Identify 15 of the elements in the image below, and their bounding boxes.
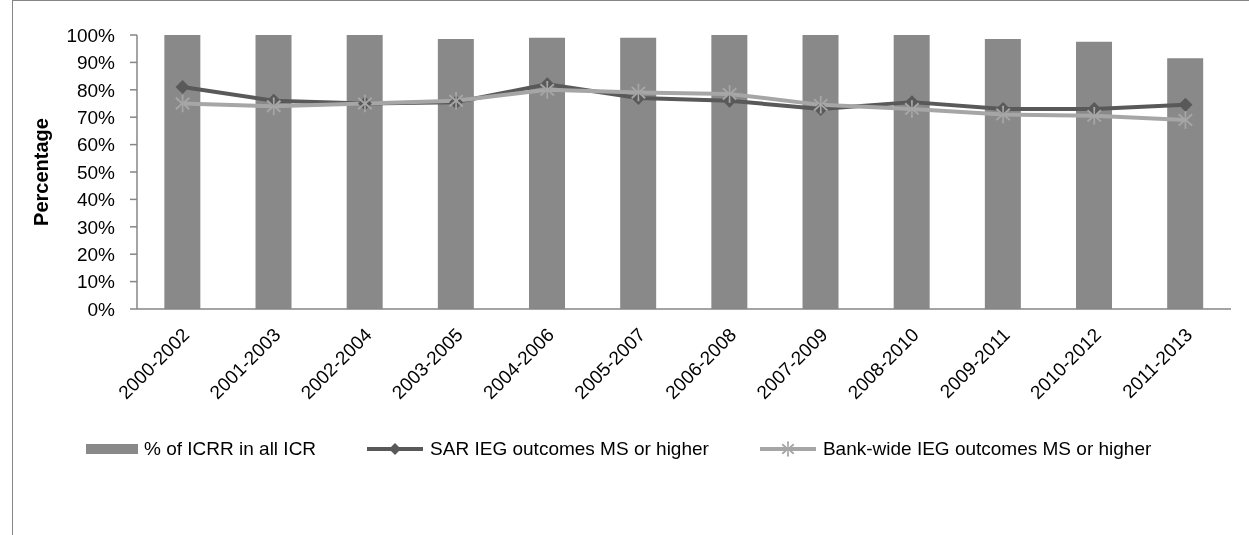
- legend-label: Bank-wide IEG outcomes MS or higher: [822, 438, 1152, 460]
- y-tick-label: 60%: [76, 134, 116, 156]
- y-tick-label: 80%: [76, 79, 116, 101]
- y-tick-label: 90%: [76, 52, 116, 74]
- y-tick-label: 20%: [76, 243, 116, 265]
- y-tick-label: 0%: [87, 298, 116, 320]
- y-tick-label: 30%: [76, 216, 116, 238]
- y-tick-label: 10%: [76, 271, 116, 293]
- y-tick-label: 70%: [76, 106, 116, 128]
- legend-label: % of ICRR in all ICR: [144, 438, 317, 460]
- y-axis-title: Percentage: [30, 118, 52, 226]
- y-tick-label: 100%: [66, 24, 116, 46]
- legend-label: SAR IEG outcomes MS or higher: [430, 438, 709, 460]
- y-tick-label: 50%: [76, 161, 116, 183]
- y-tick-label: 40%: [76, 189, 116, 211]
